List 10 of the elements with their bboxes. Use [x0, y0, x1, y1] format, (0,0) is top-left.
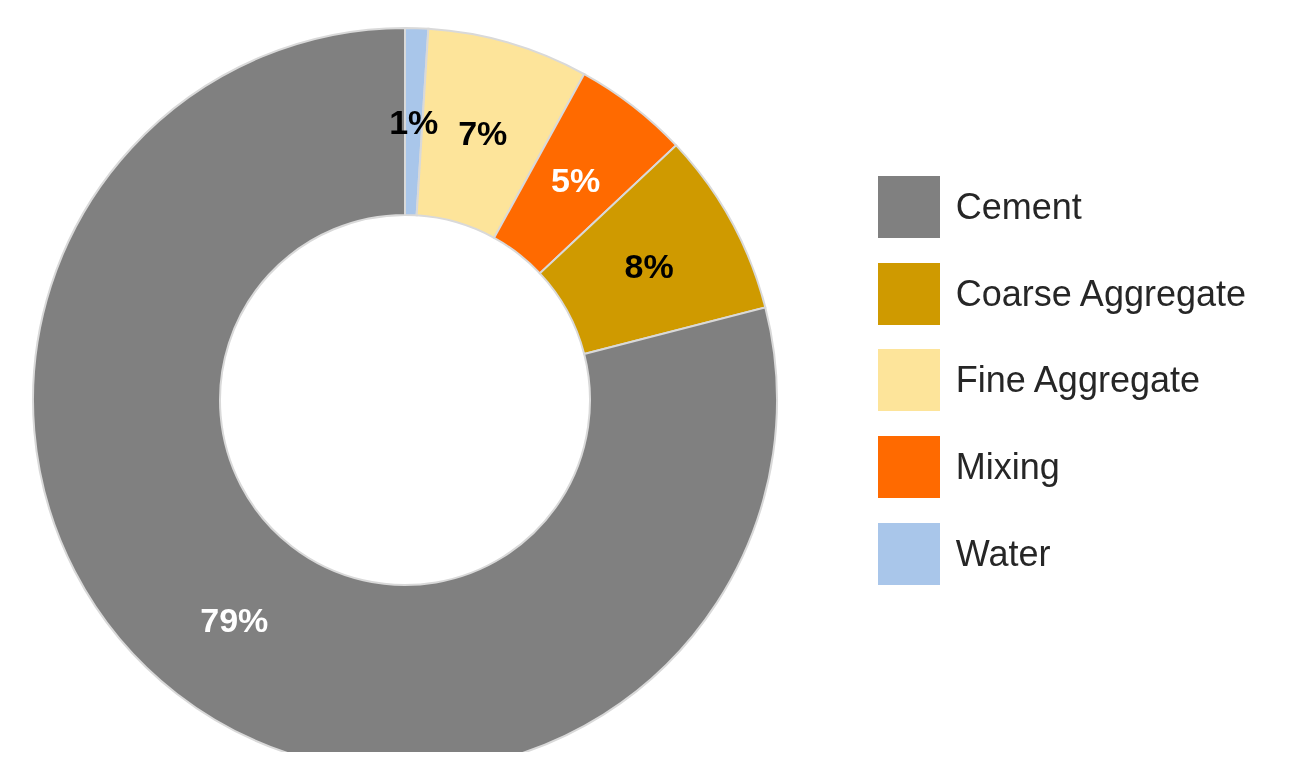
- legend-label: Water: [955, 532, 1051, 574]
- data-label: 7%: [458, 113, 508, 152]
- legend-label: Cement: [955, 185, 1082, 227]
- data-label: 79%: [200, 601, 269, 640]
- data-label: 1%: [389, 102, 439, 141]
- data-label: 8%: [624, 246, 674, 285]
- legend-label: Fine Aggregate: [955, 359, 1200, 401]
- legend-label: Mixing: [955, 446, 1060, 488]
- data-label: 5%: [551, 160, 601, 199]
- legend-label: Coarse Aggregate: [955, 272, 1246, 314]
